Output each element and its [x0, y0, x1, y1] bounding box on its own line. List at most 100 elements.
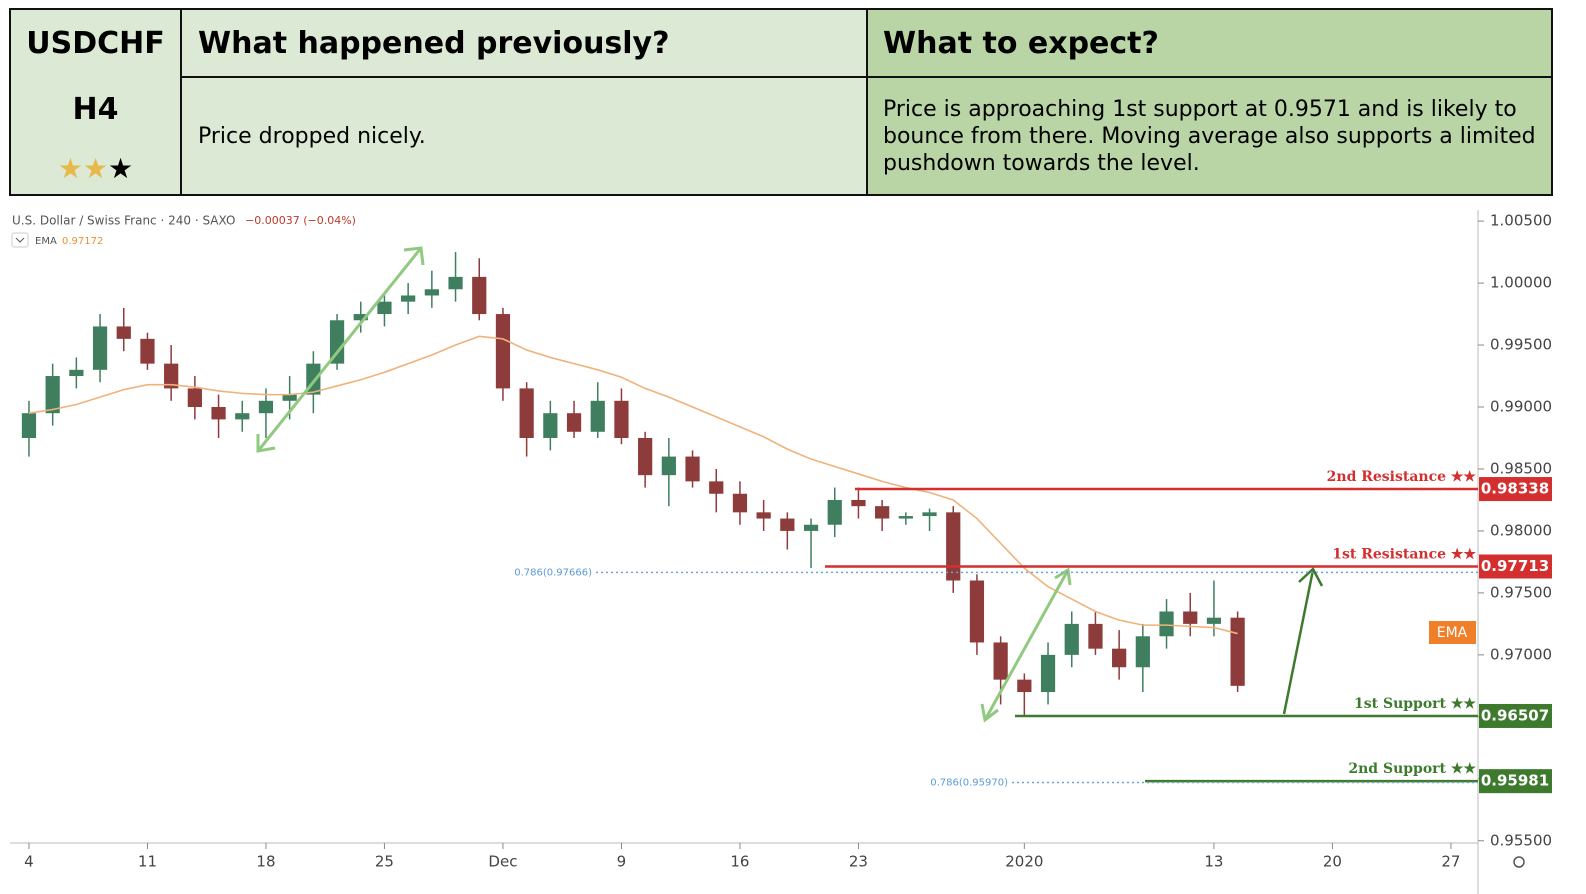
- y-tick-label: 0.99000: [1490, 398, 1552, 416]
- candle-body: [448, 276, 463, 290]
- trend-arrows: [256, 246, 1072, 723]
- summary-table: USDCHF H4 ★★★ What happened previously? …: [9, 8, 1553, 196]
- candle-body: [1040, 654, 1056, 693]
- legend-toggle[interactable]: [11, 232, 29, 248]
- y-tick-label: 0.97500: [1490, 583, 1552, 601]
- candle-body: [756, 512, 771, 519]
- x-tick-label: 25: [375, 853, 394, 871]
- header-cell: What happened previously?: [182, 10, 868, 78]
- candle-body: [898, 516, 913, 519]
- projection-arrow: [1282, 566, 1324, 715]
- candle-body: [235, 413, 250, 420]
- candle-body: [709, 481, 724, 494]
- x-tick-label: 18: [256, 853, 275, 871]
- candle-body: [92, 326, 108, 370]
- x-tick-label: 4: [24, 853, 34, 871]
- x-tick-label: 9: [617, 853, 627, 871]
- candle-body: [780, 518, 795, 531]
- candle-body: [211, 407, 226, 420]
- x-tick-label: 11: [138, 853, 157, 871]
- price-change: −0.00037 (−0.04%): [245, 214, 356, 227]
- header-cell: What to expect?: [868, 10, 1551, 78]
- x-tick-label: 27: [1441, 853, 1460, 871]
- candle-body: [922, 512, 937, 517]
- rating-stars: ★★★: [57, 152, 134, 185]
- chevron: [15, 237, 25, 243]
- fib-label: 0.786(0.95970): [930, 778, 1008, 789]
- column-title: What happened previously?: [198, 26, 670, 61]
- candle-body: [164, 363, 179, 389]
- candle-body: [1112, 648, 1127, 668]
- candle-body: [1183, 611, 1198, 624]
- candle-body: [424, 289, 439, 296]
- candle-body: [377, 301, 392, 315]
- x-tick-label: 16: [730, 853, 749, 871]
- y-tick-label: 1.00500: [1490, 212, 1552, 230]
- candle-body: [353, 314, 368, 321]
- candle-body: [661, 456, 676, 476]
- candle-body: [803, 524, 819, 531]
- candle-body: [1230, 617, 1245, 686]
- x-tick-label: 20: [1323, 853, 1342, 871]
- y-tick-label: 0.98000: [1490, 521, 1552, 539]
- y-tick-label: 0.95500: [1490, 831, 1552, 849]
- candle-body: [993, 642, 1008, 680]
- candle-body: [69, 369, 84, 377]
- candle-body: [519, 388, 534, 438]
- level-name: 1st Support ★★: [1354, 696, 1476, 712]
- y-tick-label: 0.99500: [1490, 336, 1552, 354]
- x-tick-label: 13: [1204, 853, 1223, 871]
- x-tick-label: 2020: [1005, 853, 1043, 871]
- candle-body: [732, 493, 748, 513]
- ema-line: [28, 335, 1238, 635]
- candle-body: [1159, 611, 1174, 637]
- candle-body: [21, 413, 37, 438]
- body-cell: Price is approaching 1st support at 0.95…: [868, 78, 1551, 194]
- candle-body: [282, 394, 297, 401]
- candle-body: [401, 295, 416, 302]
- price-tag-label: 0.98338: [1481, 480, 1549, 498]
- candle-body: [1206, 617, 1222, 624]
- x-tick-label: Dec: [488, 853, 517, 871]
- candle-body: [851, 499, 866, 507]
- candle-body: [329, 320, 345, 364]
- price-tag-label: 0.97713: [1481, 557, 1549, 575]
- price-tag: [1479, 554, 1552, 579]
- y-tick-label: 1.00000: [1490, 274, 1552, 292]
- candle-body: [827, 499, 842, 525]
- candle-body: [140, 338, 155, 364]
- candle-body: [638, 437, 653, 476]
- column-text: Price dropped nicely.: [198, 124, 426, 149]
- column-title: What to expect?: [883, 26, 1159, 61]
- x-tick-label: 23: [849, 853, 868, 871]
- candle-body: [590, 400, 605, 432]
- candle-body: [472, 276, 487, 315]
- symbol-cell: USDCHF H4 ★★★: [11, 10, 182, 194]
- price-tag: [1479, 477, 1552, 502]
- price-tag-label: 0.95981: [1481, 772, 1549, 790]
- price-tag: [1479, 769, 1552, 794]
- candle-body: [258, 400, 274, 414]
- candle-body: [543, 413, 558, 438]
- candle-body: [1088, 623, 1103, 649]
- y-tick-label: 0.97000: [1490, 645, 1552, 663]
- candle-body: [1064, 623, 1079, 655]
- legend-ema-name: EMA: [35, 236, 57, 247]
- legend-ema-value: 0.97172: [62, 236, 103, 247]
- candle-body: [614, 400, 629, 438]
- ema-tag-label: EMA: [1437, 625, 1468, 641]
- y-tick-label: 0.98500: [1490, 459, 1552, 477]
- body-cell: Price dropped nicely.: [182, 78, 868, 194]
- chart-title: U.S. Dollar / Swiss Franc · 240 · SAXO: [12, 214, 235, 228]
- fib-label: 0.786(0.97666): [514, 567, 592, 578]
- candle-body: [187, 388, 202, 408]
- candle-body: [946, 512, 961, 581]
- price-tag: [1479, 703, 1552, 728]
- level-name: 2nd Resistance ★★: [1327, 469, 1477, 485]
- column-text: Price is approaching 1st support at 0.95…: [883, 97, 1536, 176]
- settings-icon[interactable]: [1513, 856, 1525, 868]
- plot: [21, 252, 1245, 717]
- timeframe: H4: [72, 92, 119, 127]
